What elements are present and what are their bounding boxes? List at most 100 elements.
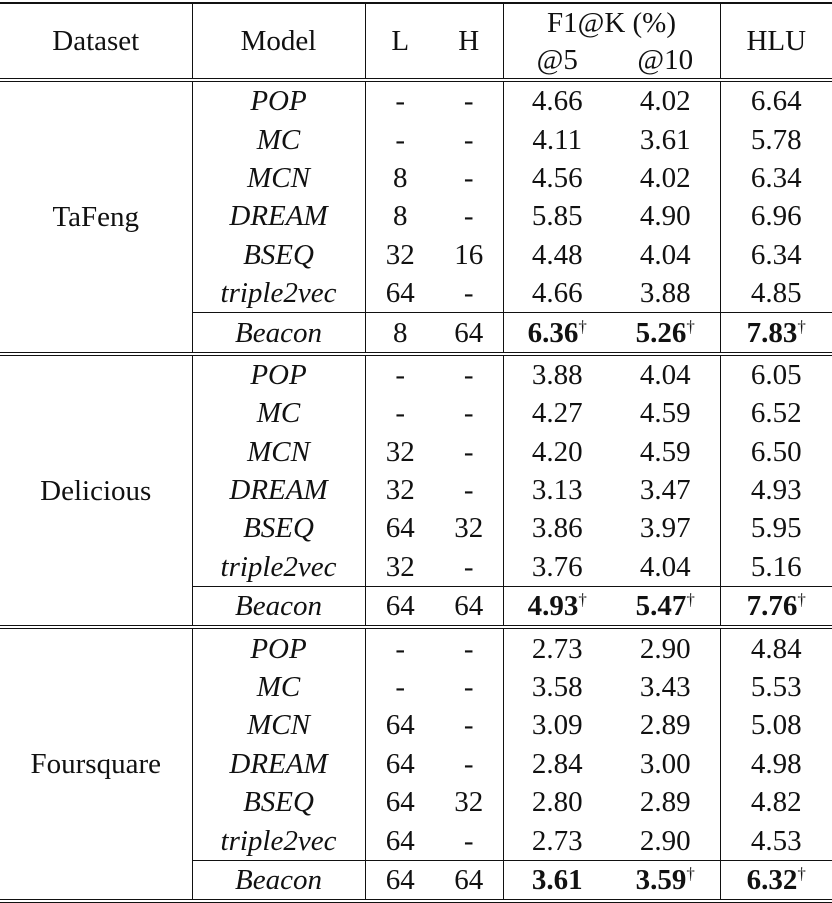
- f1-at5-cell: 4.27: [502, 394, 611, 433]
- f1-at10-cell: 3.43: [639, 671, 691, 704]
- f1-at5-cell: 3.86: [502, 509, 611, 548]
- l-cell: 64: [364, 706, 435, 745]
- table-row: TaFeng POP - -4.66 4.02 6.64: [0, 80, 832, 233]
- h-cell: -: [463, 85, 474, 118]
- table-row: MCN 64-3.09 2.89 5.08: [0, 706, 832, 745]
- l-cell: 64: [364, 821, 435, 861]
- model-cell: MCN: [191, 432, 365, 471]
- model-cell: MC: [191, 667, 365, 707]
- significance-dagger: †: [686, 590, 695, 610]
- header-at10: @10: [637, 43, 694, 76]
- table-row: DREAM 8-5.85 4.90 6.96: [0, 197, 832, 236]
- f1-at5-cell: 2.80: [502, 783, 611, 822]
- l-cell: 64: [364, 783, 435, 822]
- h-cell: 64: [435, 586, 503, 628]
- model-cell: MCN: [191, 706, 365, 745]
- h-cell: 32: [454, 786, 484, 819]
- hlu-cell: 5.08: [719, 706, 832, 745]
- hlu-cell: 6.32†: [719, 859, 832, 902]
- f1-at10-cell: 3.97: [639, 512, 691, 545]
- model-cell: POP: [191, 353, 365, 395]
- l-cell: 8: [364, 197, 435, 236]
- h-cell: 32: [454, 512, 484, 545]
- significance-dagger: †: [797, 864, 806, 883]
- f1-at10-cell: 4.04: [639, 550, 691, 583]
- model-cell: BSEQ: [191, 235, 365, 274]
- hlu-cell: 6.96: [719, 197, 832, 236]
- model-cell: DREAM: [191, 197, 365, 236]
- hlu-cell: 4.93: [719, 470, 832, 510]
- h-cell: -: [463, 277, 474, 310]
- hlu-cell: 6.34: [719, 235, 832, 274]
- f1-at10-cell: 5.47†: [611, 586, 720, 628]
- f1-at10-cell: 2.89: [639, 786, 691, 819]
- header-f1: F1@K (%): [502, 3, 720, 41]
- l-cell: 8: [364, 158, 435, 198]
- dataset-cell: Foursquare: [30, 748, 161, 781]
- f1-at10-cell: 3.88: [639, 277, 691, 310]
- model-cell: triple2vec: [191, 821, 365, 861]
- f1-at10-cell: 2.89: [639, 709, 691, 742]
- table-row: BSEQ 32 16 4.48 4.04 6.34: [0, 235, 832, 274]
- f1-at10-cell: 4.02: [639, 161, 691, 194]
- h-cell: -: [463, 671, 474, 704]
- f1-at5-cell: 5.85: [502, 197, 611, 236]
- f1-at10-cell: 4.04: [639, 238, 691, 271]
- table-row: MC - -4.27 4.59 6.52: [0, 394, 832, 433]
- l-cell: 64: [364, 744, 435, 784]
- header-l: L: [364, 3, 435, 80]
- f1-at10-cell: 3.59†: [611, 859, 720, 902]
- table-row: triple2vec 64-2.73 2.90 4.53: [0, 821, 832, 861]
- model-cell: MC: [191, 120, 365, 159]
- f1-at10-cell: 4.04: [639, 358, 691, 391]
- l-cell: 8: [364, 312, 435, 354]
- f1-at10-cell: 2.90: [639, 824, 691, 857]
- dataset-cell: Delicious: [40, 474, 152, 507]
- table-row: Delicious POP - -3.88 4.04 6.05: [0, 353, 832, 507]
- h-cell: -: [463, 709, 474, 742]
- table-row: DREAM 32-3.13 3.47 4.93: [0, 470, 832, 510]
- model-cell: BSEQ: [191, 783, 365, 822]
- table-row: Foursquare POP - -2.73 2.90 4.84: [0, 627, 832, 780]
- l-cell: 64: [364, 509, 435, 548]
- hlu-cell: 7.76†: [719, 586, 832, 628]
- hlu-cell: 5.95: [719, 509, 832, 548]
- header-at5: @5: [502, 41, 611, 80]
- significance-dagger: †: [686, 864, 695, 883]
- f1-at10-cell: 3.00: [639, 747, 691, 780]
- f1-at5-cell: 4.56: [502, 158, 611, 198]
- hlu-cell: 5.53: [719, 667, 832, 707]
- h-cell: -: [463, 161, 474, 194]
- hlu-cell: 6.52: [719, 394, 832, 433]
- hlu-cell: 4.82: [719, 783, 832, 822]
- table-row: MCN 32-4.20 4.59 6.50: [0, 432, 832, 471]
- f1-at5-cell: 2.84: [502, 744, 611, 784]
- h-cell: 16: [454, 238, 484, 271]
- f1-at5-cell: 3.88: [502, 353, 611, 395]
- table-row: Beacon 64 64 4.93† 5.47† 7.76†: [0, 586, 832, 628]
- hlu-cell: 6.50: [719, 432, 832, 471]
- table-row: BSEQ 64 32 2.80 2.89 4.82: [0, 783, 832, 822]
- f1-at10-cell: 4.90: [639, 200, 691, 233]
- model-cell: MC: [191, 394, 365, 433]
- f1-at5-cell: 3.09: [502, 706, 611, 745]
- l-cell: -: [364, 627, 435, 668]
- l-cell: 64: [364, 859, 435, 902]
- model-cell: Beacon: [191, 312, 365, 354]
- l-cell: 64: [364, 273, 435, 313]
- model-cell: triple2vec: [191, 273, 365, 313]
- model-cell: triple2vec: [191, 547, 365, 587]
- l-cell: 32: [364, 432, 435, 471]
- hlu-cell: 4.85: [719, 273, 832, 313]
- hlu-cell: 6.34: [719, 158, 832, 198]
- f1-at10-cell: 4.02: [639, 85, 691, 118]
- f1-at10-cell: 3.61: [639, 123, 691, 156]
- f1-at5-cell: 4.66: [502, 80, 611, 121]
- model-cell: Beacon: [191, 586, 365, 628]
- h-cell: -: [463, 632, 474, 665]
- l-cell: -: [364, 667, 435, 707]
- f1-at5-cell: 3.58: [502, 667, 611, 707]
- h-cell: -: [463, 747, 474, 780]
- model-cell: Beacon: [191, 859, 365, 902]
